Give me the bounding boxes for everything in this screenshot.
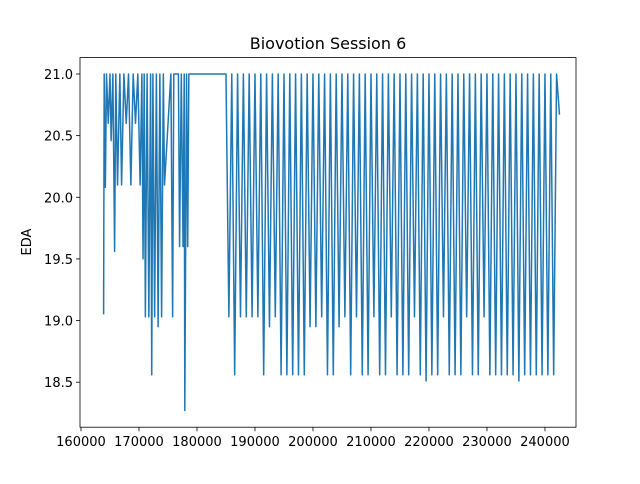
chart-title: Biovotion Session 6 bbox=[250, 34, 407, 53]
data-line bbox=[102, 73, 561, 412]
x-tick-label: 210000 bbox=[346, 435, 396, 450]
y-tick-label: 19.5 bbox=[44, 253, 73, 268]
y-tick-label: 20.0 bbox=[44, 191, 73, 206]
y-tick-label: 18.5 bbox=[44, 376, 73, 391]
axes-frame bbox=[79, 57, 577, 428]
x-tick-label: 200000 bbox=[288, 435, 338, 450]
y-tick-label: 20.5 bbox=[44, 130, 73, 145]
x-tick-label: 240000 bbox=[520, 435, 570, 450]
x-tick-label: 190000 bbox=[230, 435, 280, 450]
x-tick-label: 230000 bbox=[462, 435, 512, 450]
y-tick-label: 19.0 bbox=[44, 315, 73, 330]
y-tick-label: 21.0 bbox=[44, 68, 73, 83]
x-tick-label: 220000 bbox=[404, 435, 454, 450]
x-tick-label: 180000 bbox=[172, 435, 222, 450]
x-tick-label: 170000 bbox=[114, 435, 164, 450]
x-tick-label: 160000 bbox=[56, 435, 106, 450]
y-axis-label: EDA bbox=[20, 228, 35, 255]
